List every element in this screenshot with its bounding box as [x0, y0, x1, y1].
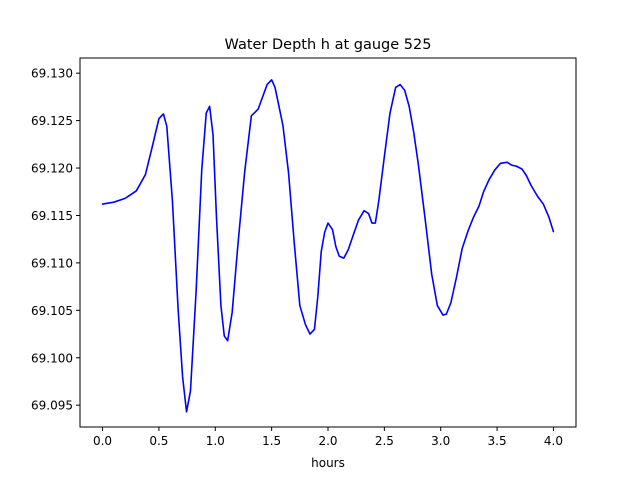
y-tick-label: 69.095: [31, 399, 73, 413]
x-tick-label: 1.0: [206, 434, 225, 448]
x-tick-label: 0.0: [93, 434, 112, 448]
x-tick-label: 3.0: [431, 434, 450, 448]
y-tick-label: 69.125: [31, 114, 73, 128]
x-tick-label: 3.5: [488, 434, 507, 448]
plot-area: 0.0 0.5 1.0 1.5 2.0 2.5 3.0 3.5 4.0 69.095 69.100 6…: [31, 57, 577, 448]
x-tick-label: 2.0: [318, 434, 337, 448]
x-axis-label: hours: [311, 456, 345, 470]
y-tick-label: 69.100: [31, 351, 73, 365]
y-tick-label: 69.110: [31, 256, 73, 270]
series-line-0: [101, 79, 555, 413]
y-tick-label: 69.120: [31, 162, 73, 176]
y-tick-label: 69.105: [31, 304, 73, 318]
x-tick-label: 4.0: [544, 434, 563, 448]
x-tick-label: 1.5: [262, 434, 281, 448]
y-tick-label: 69.115: [31, 209, 73, 223]
x-tick-label: 0.5: [149, 434, 168, 448]
y-tick-label: 69.130: [31, 67, 73, 81]
chart-title: Water Depth h at gauge 525: [225, 37, 432, 53]
x-tick-label: 2.5: [375, 434, 394, 448]
